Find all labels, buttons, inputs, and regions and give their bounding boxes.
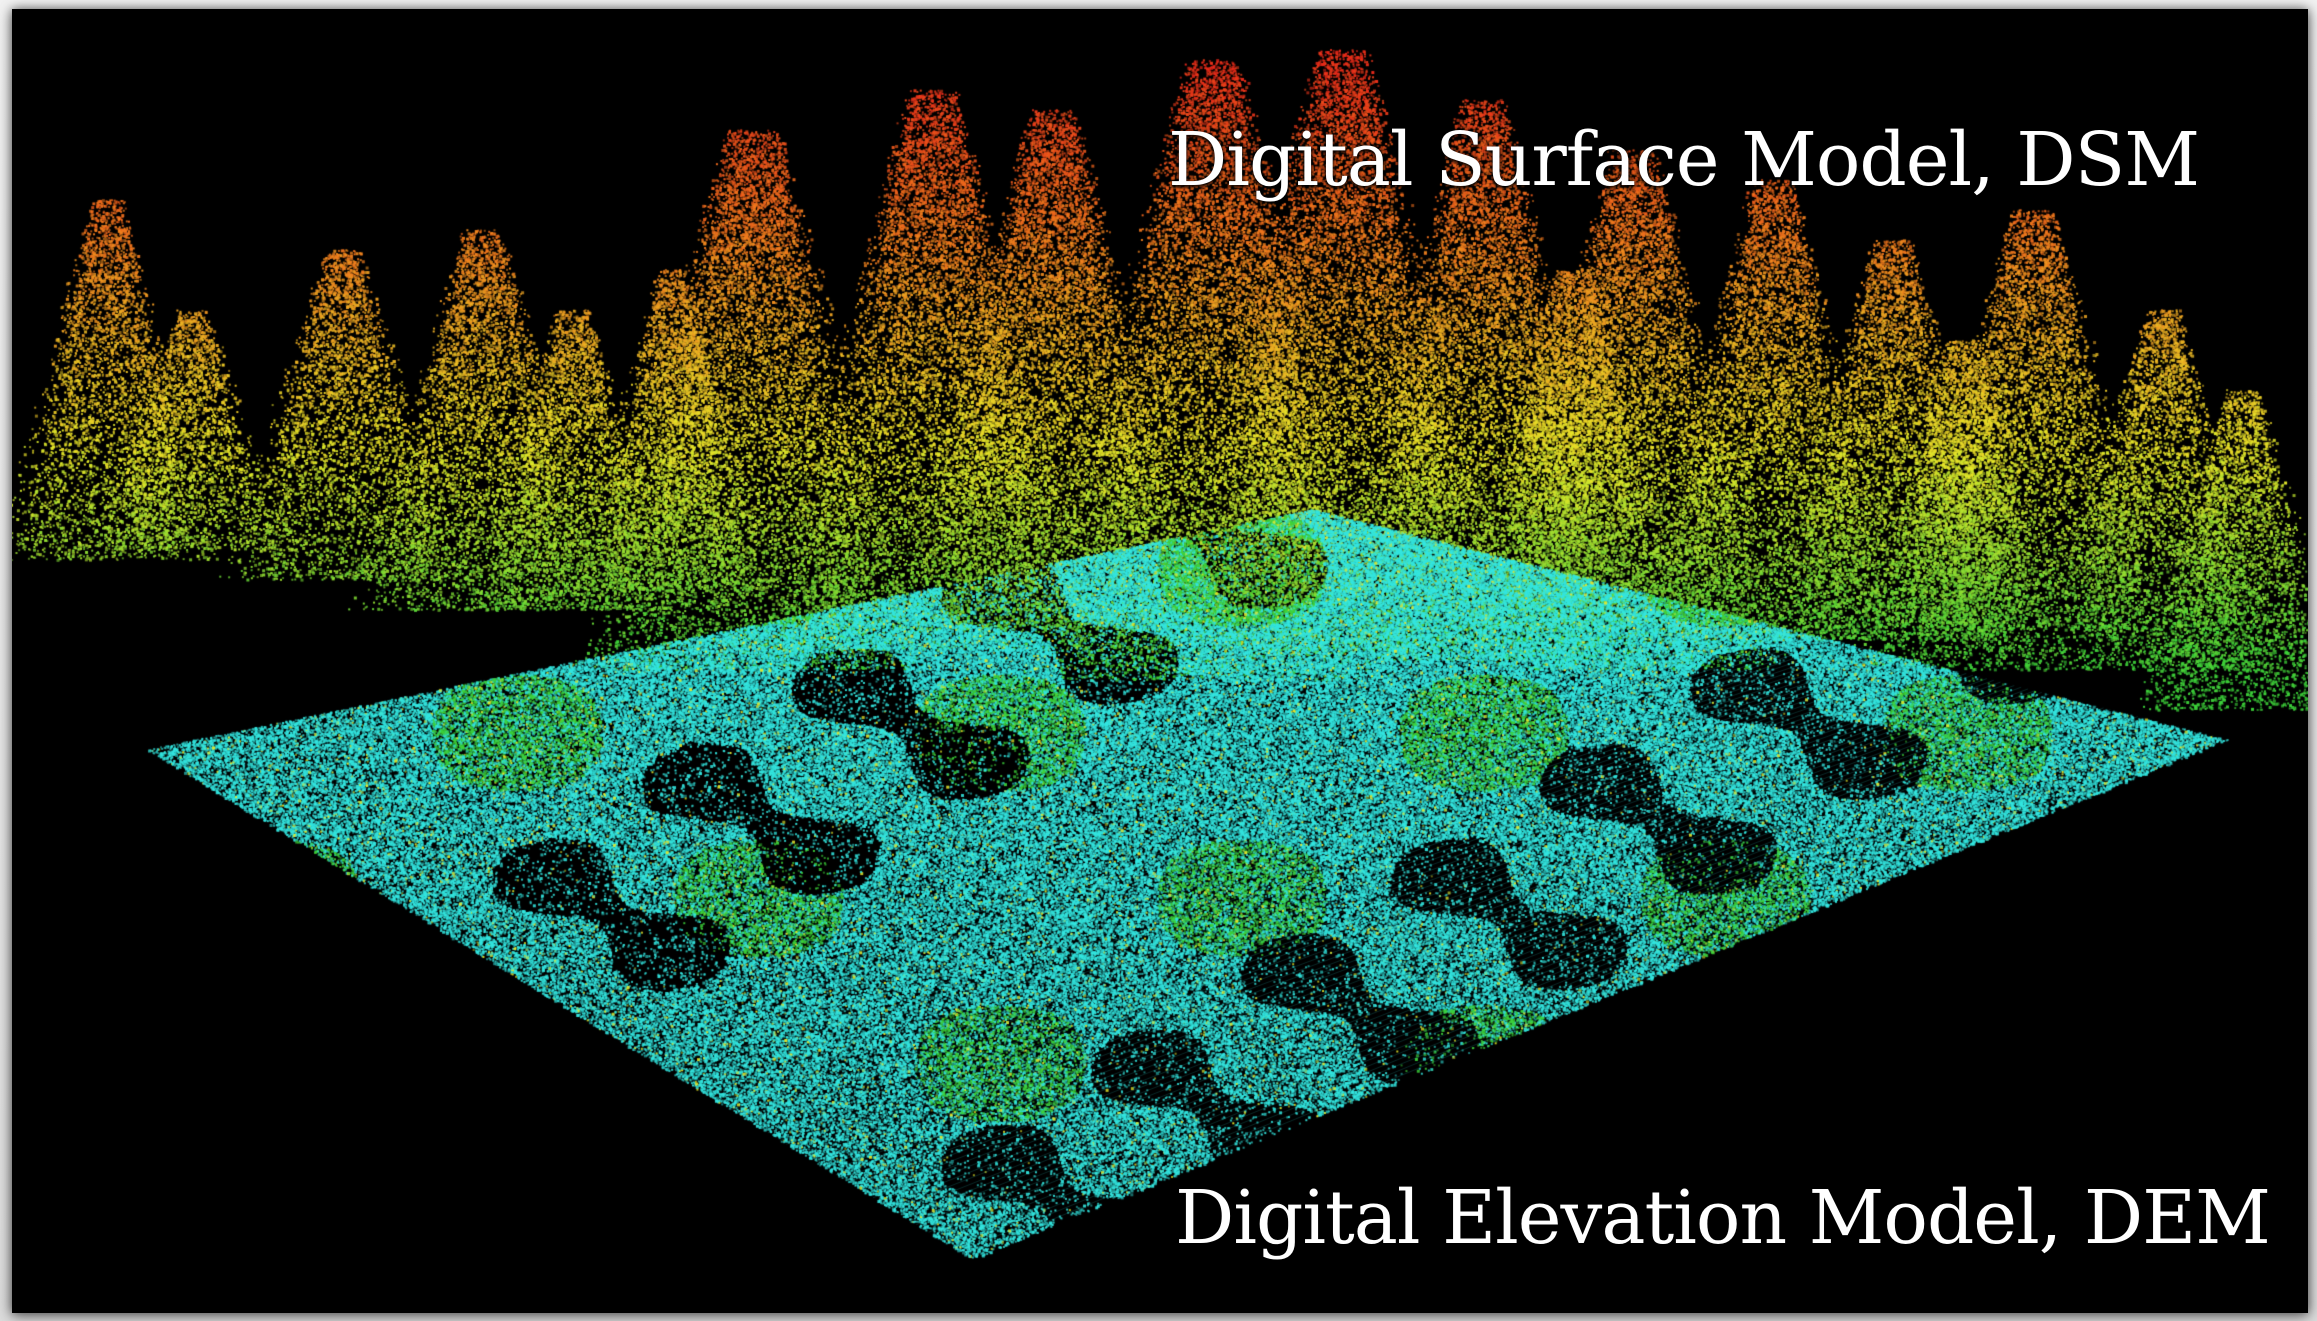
dsm-label: Digital Surface Model, DSM bbox=[1168, 117, 2200, 203]
dem-label: Digital Elevation Model, DEM bbox=[1175, 1175, 2271, 1261]
lidar-point-cloud-image: Digital Surface Model, DSM Digital Eleva… bbox=[12, 9, 2308, 1313]
point-cloud-canvas bbox=[12, 9, 2308, 1313]
